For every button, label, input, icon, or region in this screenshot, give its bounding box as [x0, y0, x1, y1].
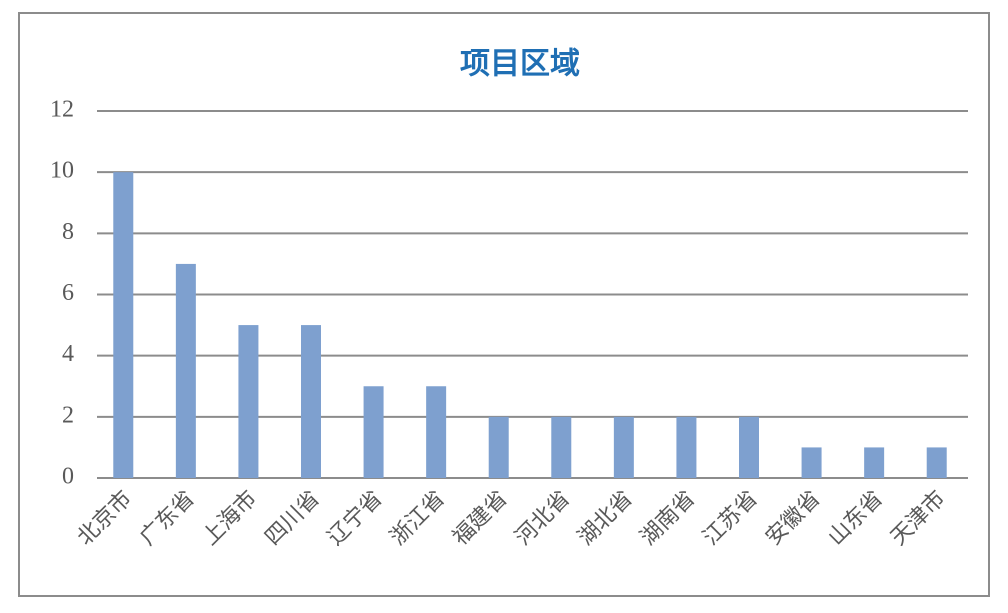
y-tick-label: 0: [62, 464, 74, 490]
bar: [739, 416, 759, 478]
y-tick-label: 10: [50, 158, 74, 184]
chart-title: 项目区域: [460, 47, 580, 82]
bar: [426, 386, 447, 478]
y-tick-label: 4: [62, 341, 74, 367]
bar: [864, 447, 885, 478]
bar: [676, 416, 697, 478]
bar: [238, 325, 259, 478]
bar: [551, 416, 572, 478]
bar: [113, 172, 134, 478]
y-tick-label: 12: [50, 97, 74, 123]
y-tick-label: 6: [62, 280, 74, 306]
y-tick-label: 2: [62, 402, 74, 428]
bar: [926, 447, 947, 478]
bar: [801, 447, 822, 478]
bar: [488, 416, 509, 478]
bar: [175, 263, 196, 478]
bar: [613, 416, 634, 478]
y-tick-label: 8: [62, 219, 74, 245]
bar: [301, 325, 321, 478]
bar: [363, 386, 384, 478]
